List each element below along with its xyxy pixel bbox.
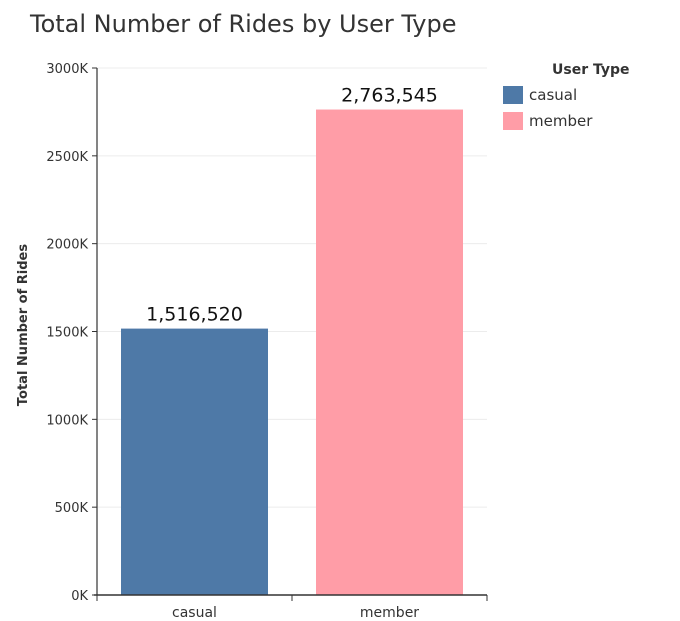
y-tick-label-1: 500K	[55, 501, 89, 516]
legend-item-casual[interactable]: casual	[503, 82, 673, 108]
legend-swatch-member	[503, 112, 523, 130]
bar-casual[interactable]	[121, 328, 268, 595]
x-tick-label-casual: casual	[172, 605, 217, 621]
y-tick-label-6: 3000K	[46, 62, 88, 77]
y-tick-label-4: 2000K	[46, 238, 88, 253]
bar-member[interactable]	[316, 109, 463, 595]
legend: User Type casual member	[503, 62, 673, 134]
legend-label-casual: casual	[529, 86, 578, 104]
legend-swatch-casual	[503, 86, 523, 104]
x-tick-label-member: member	[360, 605, 419, 621]
data-label-casual: 1,516,520	[146, 304, 243, 326]
chart-title: Total Number of Rides by User Type	[30, 10, 457, 38]
y-axis-title: Total Number of Rides	[16, 244, 31, 406]
legend-title: User Type	[552, 62, 630, 78]
axes: 0K 500K 1000K 1500K 2000K 2500K 3000K casual mem…	[46, 62, 488, 621]
legend-item-member[interactable]: member	[503, 108, 673, 134]
y-tick-label-5: 2500K	[46, 150, 88, 165]
y-tick-label-2: 1000K	[46, 413, 88, 428]
y-tick-label-0: 0K	[71, 589, 88, 604]
y-tick-label-3: 1500K	[46, 326, 88, 341]
data-label-member: 2,763,545	[341, 85, 438, 107]
legend-label-member: member	[529, 112, 593, 130]
bars: 1,516,520 2,763,545	[121, 85, 463, 595]
